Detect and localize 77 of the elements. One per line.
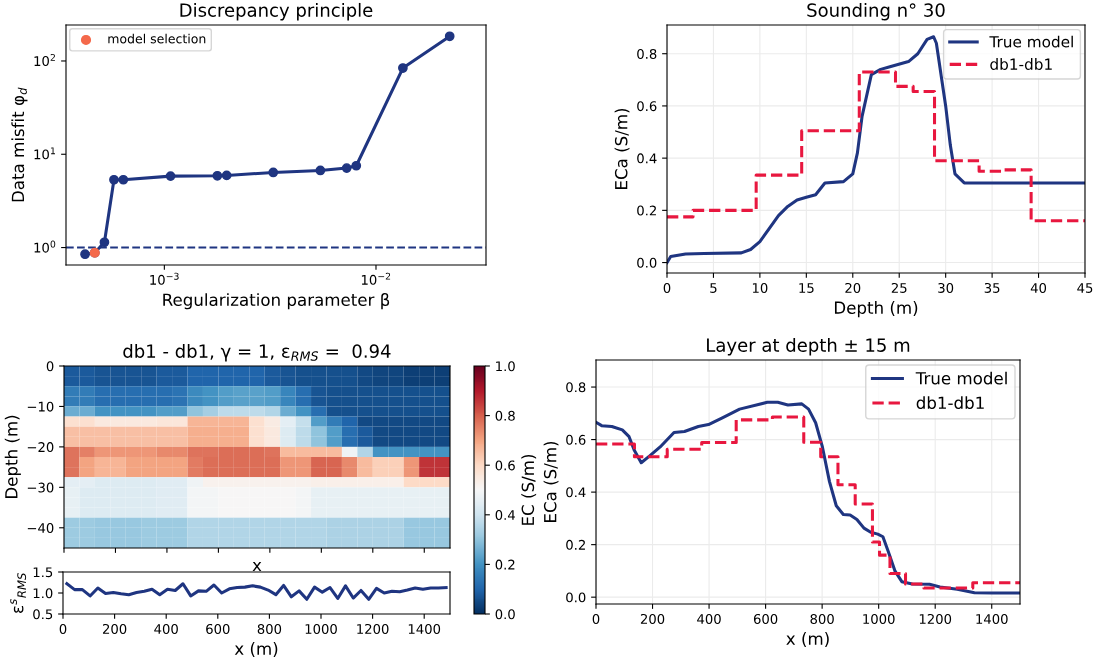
x-tick-label: 600 — [753, 613, 778, 624]
x-tick-label: 15 — [799, 283, 814, 293]
x-tick-label: 600 — [206, 623, 230, 634]
x-tick-label: 200 — [640, 613, 665, 624]
x-tick-label: 10 — [752, 282, 768, 293]
x-tick-label: 5 — [710, 283, 717, 293]
x-tick-label: 30 — [938, 282, 954, 293]
y-tick-label: 0.8 — [637, 48, 657, 59]
y-tick-label: 0 — [46, 361, 54, 372]
x-tick-label: 20 — [845, 282, 861, 293]
x-tick-label: 45 — [1077, 283, 1093, 293]
x-tick-label: 1400 — [976, 613, 1008, 624]
chart-title: Layer at depth ± 15 m — [707, 337, 910, 356]
y-tick-label: 0.0 — [566, 592, 586, 603]
y-tick-label: −40 — [27, 523, 54, 533]
x-tick-label: 1200 — [357, 623, 389, 634]
y-tick-label: 0.8 — [566, 382, 586, 393]
x-tick-label: 0 — [592, 613, 600, 624]
x-tick-label: 10$^{−2}$ — [361, 272, 391, 285]
x-tick-label: 800 — [810, 613, 834, 624]
color-bar-label: 0.2 — [495, 559, 515, 570]
color-bar-label: 1.0 — [496, 361, 515, 372]
x-tick-label: 400 — [154, 623, 178, 634]
x-tick-label: 25 — [891, 282, 907, 293]
color-bar-label: 0.8 — [495, 410, 515, 421]
x-tick-label: 10$^{−3}$ — [150, 272, 179, 285]
x-tick-label: 200 — [102, 623, 127, 634]
y-tick-label: 1.5 — [33, 567, 53, 578]
line-series — [667, 35, 1085, 265]
color-bar-label: 0.4 — [495, 510, 515, 520]
y-tick-label: 0.2 — [566, 539, 585, 550]
color-bar-label: 0.6 — [495, 460, 515, 471]
x-tick-label: 0 — [663, 282, 671, 293]
y-tick-label: 10$^{0}$ — [34, 240, 56, 253]
x-axis-title: x (m) — [234, 642, 278, 657]
chart-title: Discrepancy principle — [180, 2, 373, 21]
legend-label: True model — [915, 371, 1007, 385]
y-axis-title: ECa (S/m) — [614, 108, 630, 189]
y-axis-title: Depth (m) — [4, 415, 21, 499]
x-tick-label: 800 — [257, 623, 282, 634]
x-axis-title: x — [252, 561, 262, 572]
y-tick-label: 10$^{1}$ — [34, 147, 55, 160]
y-tick-label: −20 — [27, 442, 54, 453]
x-tick-label: 0 — [59, 623, 67, 634]
y-axis-title: Data misfit φ$_{d}$ — [11, 87, 28, 202]
y-tick-label: 0.4 — [566, 487, 586, 498]
y-axis-title: ε$^{s}$$_{RMS}$ — [10, 572, 27, 613]
x-tick-label: 40 — [1030, 282, 1047, 293]
x-axis-title: Regularization parameter β — [163, 293, 390, 310]
chart-title: Sounding n° 30 — [807, 2, 945, 21]
x-tick-label: 1400 — [408, 623, 441, 634]
x-tick-label: 35 — [984, 282, 1000, 293]
y-tick-label: 0.2 — [637, 205, 656, 216]
y-tick-label: −10 — [27, 401, 54, 412]
color-bar-label: 0.0 — [495, 609, 515, 620]
y-tick-label: 1.0 — [33, 588, 53, 599]
y-tick-label: 0.0 — [637, 257, 657, 268]
y-tick-label: 0.5 — [33, 609, 53, 620]
y-tick-label: 10$^{2}$ — [34, 53, 55, 67]
chart-title: db1 - db1, γ = 1, ε$_{RMS}$ = 0.94 — [123, 343, 391, 362]
y-tick-label: −30 — [27, 482, 54, 493]
color-bar-title: EC (S/m) — [521, 454, 537, 525]
y-tick-label: 0.6 — [566, 434, 586, 445]
legend-label: model selection — [108, 33, 206, 44]
x-tick-label: 1000 — [863, 613, 895, 624]
legend-label: True model — [989, 35, 1073, 48]
y-tick-label: 0.6 — [637, 101, 657, 112]
y-axis-title: ECa (S/m) — [543, 441, 559, 522]
x-axis-title: x (m) — [786, 632, 829, 647]
x-tick-label: 1200 — [919, 613, 952, 624]
y-tick-label: 0.4 — [637, 153, 657, 164]
legend-label: db1-db1 — [990, 58, 1052, 70]
line-series — [65, 582, 448, 601]
x-tick-label: 400 — [697, 613, 721, 624]
x-tick-label: 1000 — [305, 623, 337, 634]
legend-label: db1-db1 — [916, 396, 984, 410]
x-axis-title: Depth (m) — [834, 301, 918, 318]
